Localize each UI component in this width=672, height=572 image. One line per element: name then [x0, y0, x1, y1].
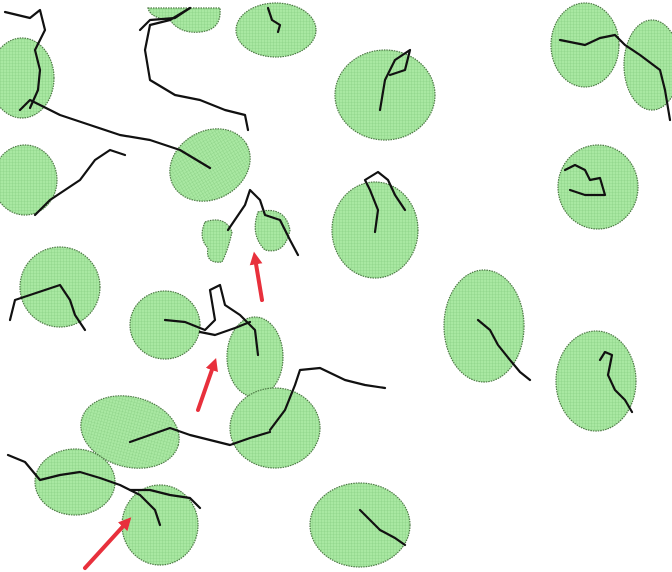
cell: [129, 290, 201, 360]
arrows: [83, 251, 264, 570]
track: [558, 33, 672, 122]
cell: [555, 330, 637, 432]
cell: [169, 128, 251, 202]
track: [476, 318, 532, 382]
cell: [80, 395, 180, 469]
track: [6, 453, 162, 527]
cell: [147, 7, 221, 33]
track: [378, 48, 412, 112]
track: [128, 426, 272, 447]
track: [3, 8, 47, 110]
track: [226, 188, 300, 257]
cell: [557, 144, 639, 230]
track: [363, 170, 407, 234]
cell: [229, 387, 321, 469]
cell: [0, 37, 55, 119]
arrow: [196, 357, 218, 412]
track: [33, 148, 127, 217]
track: [268, 366, 387, 432]
arrow: [83, 517, 132, 570]
cell: [34, 448, 116, 516]
track: [358, 508, 407, 547]
track: [8, 283, 87, 332]
tracks: [3, 6, 672, 547]
cell: [0, 144, 58, 216]
cell: [623, 19, 672, 111]
cell: [334, 49, 436, 141]
cell: [309, 482, 411, 568]
track: [198, 320, 252, 337]
track: [563, 163, 607, 197]
cell: [201, 219, 233, 263]
track: [128, 488, 202, 510]
arrow: [249, 251, 264, 302]
track: [598, 350, 634, 414]
cell: [235, 2, 317, 58]
track: [266, 6, 282, 34]
track: [18, 98, 212, 170]
cell: [19, 246, 101, 328]
track: [143, 6, 250, 132]
